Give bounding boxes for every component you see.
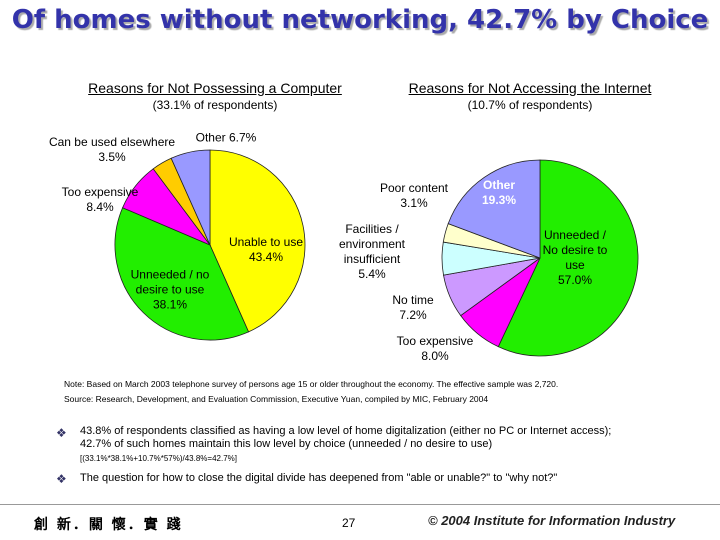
slice-name: Too expensive xyxy=(61,185,139,199)
slice-value: 6.7% xyxy=(229,130,257,145)
pie-title: Reasons for Not Accessing the Internet xyxy=(408,80,652,96)
formula: [(33.1%*38.1%+10.7%*57%)/43.8%=42.7%] xyxy=(80,454,237,463)
pie-slice xyxy=(209,149,306,333)
motto: 創 新．關 懷．實 踐 xyxy=(34,517,183,533)
pie-slice xyxy=(114,207,250,341)
slice-value: 57.0% xyxy=(557,273,593,287)
slice-name: Unneeded / no desire to use xyxy=(130,267,210,297)
note: Note: Based on March 2003 telephone surv… xyxy=(64,379,559,389)
slice-value: 7.2% xyxy=(399,308,427,322)
slice-name: Other xyxy=(482,178,515,192)
bullet: 43.8% of respondents classified as havin… xyxy=(80,425,612,450)
slice-label: No time 7.2% xyxy=(373,293,453,323)
pie-subtitle: (10.7% of respondents) xyxy=(467,98,593,112)
slice-label: Other 19.3% xyxy=(469,178,529,208)
title-text: Of homes without networking, 42.7% by Ch… xyxy=(11,5,709,35)
pie-slice xyxy=(447,159,541,259)
slice-value: 3.1% xyxy=(400,196,428,210)
slice-name: Too expensive xyxy=(396,334,474,348)
slice-label: Facilities / environment insufficient 5.4… xyxy=(327,222,417,282)
page-number: 27 xyxy=(342,516,356,530)
slice-name: Can be used elsewhere xyxy=(48,135,176,149)
slice-label: Too expensive 8.4% xyxy=(50,185,150,215)
slice-label: Unneeded / no desire to use 38.1% xyxy=(125,268,215,313)
slice-label: Unneeded / No desire to use 57.0% xyxy=(535,228,615,288)
bullet-icon: ❖ xyxy=(56,426,67,440)
slide-title: Of homes without networking, 42.7% by Ch… xyxy=(0,4,720,36)
slice-value: 43.4% xyxy=(248,250,284,264)
pie-subtitle: (33.1% of respondents) xyxy=(152,98,278,112)
slice-name: Other xyxy=(195,130,226,145)
slice-name: No time xyxy=(392,293,434,307)
footer-rule xyxy=(0,504,720,505)
slice-label: Other 6.7% xyxy=(176,131,276,146)
slice-name: Unable to use xyxy=(228,235,304,249)
slice-value: 38.1% xyxy=(152,297,188,312)
bullet-icon: ❖ xyxy=(56,472,67,486)
slice-value: 3.5% xyxy=(98,150,126,164)
pie-title: Reasons for Not Possessing a Computer xyxy=(88,80,342,96)
slice-value: 5.4% xyxy=(358,267,386,281)
slice-value: 8.4% xyxy=(86,200,114,214)
slice-label: Can be used elsewhere 3.5% xyxy=(32,135,192,165)
slice-name: Poor content xyxy=(379,181,449,195)
pie-slice xyxy=(170,149,211,246)
slice-name: Facilities / environment insufficient xyxy=(338,222,406,266)
bullet: The question for how to close the digita… xyxy=(80,472,558,484)
slice-name: Unneeded / No desire to use xyxy=(542,228,608,272)
pie-slice xyxy=(497,159,639,357)
copyright: © 2004 Institute for Information Industr… xyxy=(428,513,676,528)
slice-label: Poor content 3.1% xyxy=(364,181,464,211)
slice-label: Unable to use 43.4% xyxy=(221,235,311,265)
slice-label: Too expensive 8.0% xyxy=(385,334,485,364)
slice-value: 8.0% xyxy=(421,349,449,363)
source: Source: Research, Development, and Evalu… xyxy=(64,394,489,404)
slice-value: 19.3% xyxy=(481,193,517,207)
